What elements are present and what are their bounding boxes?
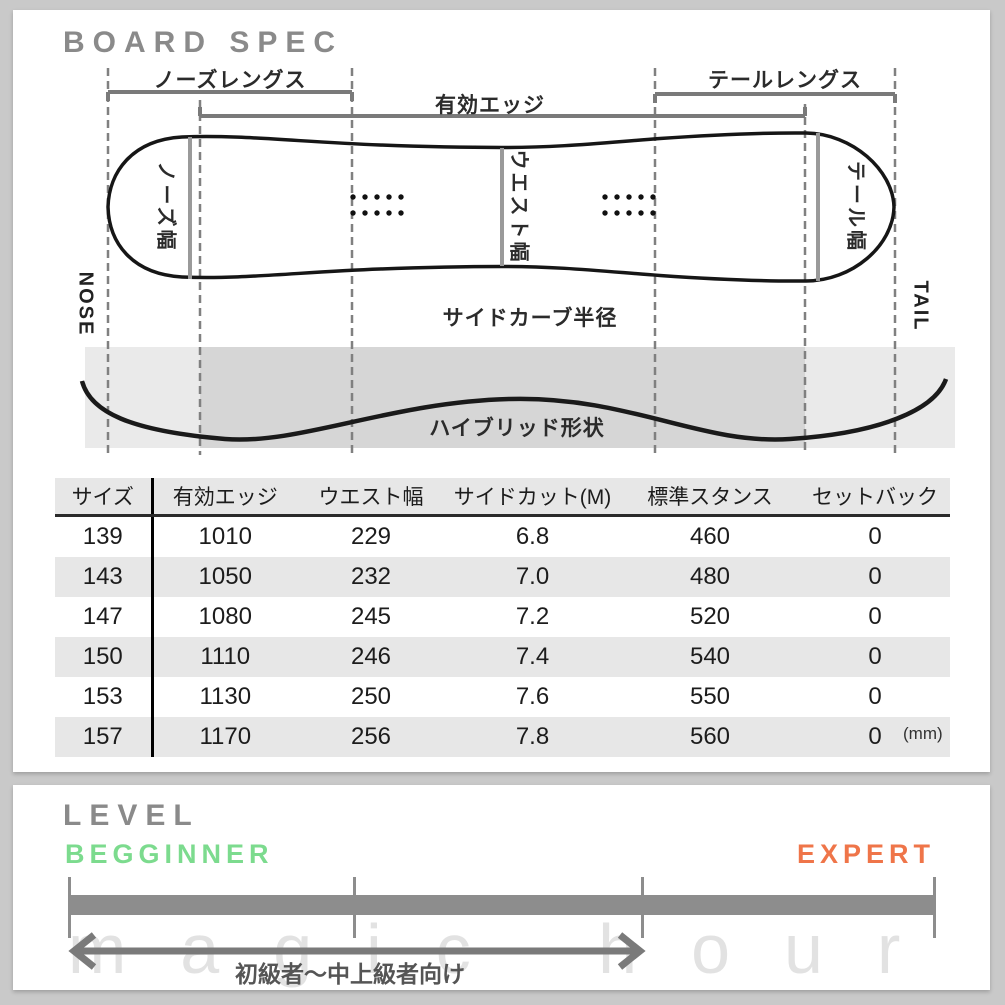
cell: 150 (55, 637, 154, 677)
range-arrow (68, 932, 646, 970)
cell: 540 (620, 637, 800, 677)
header-stance: 標準スタンス (620, 478, 800, 517)
tail-label: TAIL (909, 280, 932, 332)
header-size: サイズ (55, 478, 154, 517)
cell: 1080 (198, 603, 252, 630)
sidecurve-radius-label: サイドカーブ半径 (442, 307, 618, 330)
board-spec-panel: BOARD SPEC (13, 10, 990, 772)
cell: 153 (55, 677, 154, 717)
camber-profile-curve (79, 378, 949, 442)
level-panel: magic hour LEVEL BEGGINNER EXPERT 初級者～中上… (13, 785, 990, 990)
unit-note: (mm) (903, 724, 943, 743)
board-spec-title: BOARD SPEC (63, 26, 344, 59)
table-row: 143 1050 232 7.0 480 0 (55, 557, 950, 597)
effective-edge-label: 有効エッジ (435, 94, 545, 117)
hybrid-profile-label: ハイブリッド形状 (429, 417, 605, 440)
tail-length-label: テールレングス (708, 69, 862, 92)
cell: 0 (868, 683, 882, 710)
cell: 550 (689, 683, 731, 710)
level-title: LEVEL (63, 799, 200, 832)
cell: 1010 (198, 523, 252, 550)
cell: 157 (55, 717, 154, 757)
table-row: 153 1130 250 7.6 550 0 (55, 677, 950, 717)
expert-label: EXPERT (796, 839, 935, 869)
cell: 139 (55, 515, 154, 557)
binding-insert-dots (350, 194, 656, 216)
table-row: 139 1010 229 6.8 460 0 (55, 515, 950, 557)
cell: 7.4 (445, 637, 620, 677)
cell: 250 (350, 683, 392, 710)
cell: 560 (620, 717, 800, 757)
cell: 1130 (199, 683, 252, 710)
level-tick-0 (68, 877, 71, 938)
cell: 1110 (152, 637, 297, 677)
table-row: 150 1110 246 7.4 540 0 (55, 637, 950, 677)
cell: 147 (55, 597, 154, 637)
cell: 229 (350, 523, 392, 550)
spec-table: サイズ 有効エッジ ウエスト幅 サイドカット(M) 標準スタンス セットバック … (55, 478, 950, 757)
range-label: 初級者～中上級者向け (235, 961, 465, 987)
cell: 245 (350, 603, 392, 630)
cell: 6.8 (515, 523, 550, 550)
beginner-label: BEGGINNER (65, 839, 274, 869)
header-sidecut: サイドカット(M) (445, 478, 620, 517)
cell: 143 (55, 557, 154, 597)
cell: 7.6 (515, 683, 550, 710)
cell: 480 (620, 557, 800, 597)
header-waist-width: ウエスト幅 (297, 478, 445, 517)
cell: 0 (800, 717, 950, 757)
cell: 1050 (152, 557, 297, 597)
nose-length-bracket (106, 90, 354, 101)
cell: 520 (689, 603, 731, 630)
cell: 7.8 (445, 717, 620, 757)
level-bar (70, 895, 935, 915)
table-row: 157 1170 256 7.8 560 0 (55, 717, 950, 757)
cell: 256 (297, 717, 445, 757)
table-row: 147 1080 245 7.2 520 0 (55, 597, 950, 637)
header-effective-edge: 有効エッジ (152, 478, 297, 517)
header-setback: セットバック (800, 478, 950, 517)
snowboard-diagram (79, 68, 955, 455)
cell: 1170 (152, 717, 297, 757)
nose-width-label: ノーズ幅 (154, 161, 177, 253)
nose-label: NOSE (74, 271, 97, 337)
tail-length-bracket (653, 92, 897, 103)
tail-width-label: テール幅 (844, 161, 867, 253)
cell: 232 (297, 557, 445, 597)
cell: 0 (868, 603, 882, 630)
cell: 7.0 (445, 557, 620, 597)
waist-width-label: ウエスト幅 (507, 149, 530, 265)
cell: 460 (689, 523, 731, 550)
cell: 0 (868, 523, 882, 550)
cell: 246 (297, 637, 445, 677)
board-outline (106, 131, 896, 283)
width-marker-lines (188, 133, 820, 281)
cell: 7.2 (515, 603, 550, 630)
effective-edge-bracket (198, 107, 807, 118)
cell: 0 (800, 557, 950, 597)
cell: 0 (800, 637, 950, 677)
spec-table-header-row: サイズ 有効エッジ ウエスト幅 サイドカット(M) 標準スタンス セットバック (55, 478, 950, 517)
nose-length-label: ノーズレングス (153, 69, 307, 92)
